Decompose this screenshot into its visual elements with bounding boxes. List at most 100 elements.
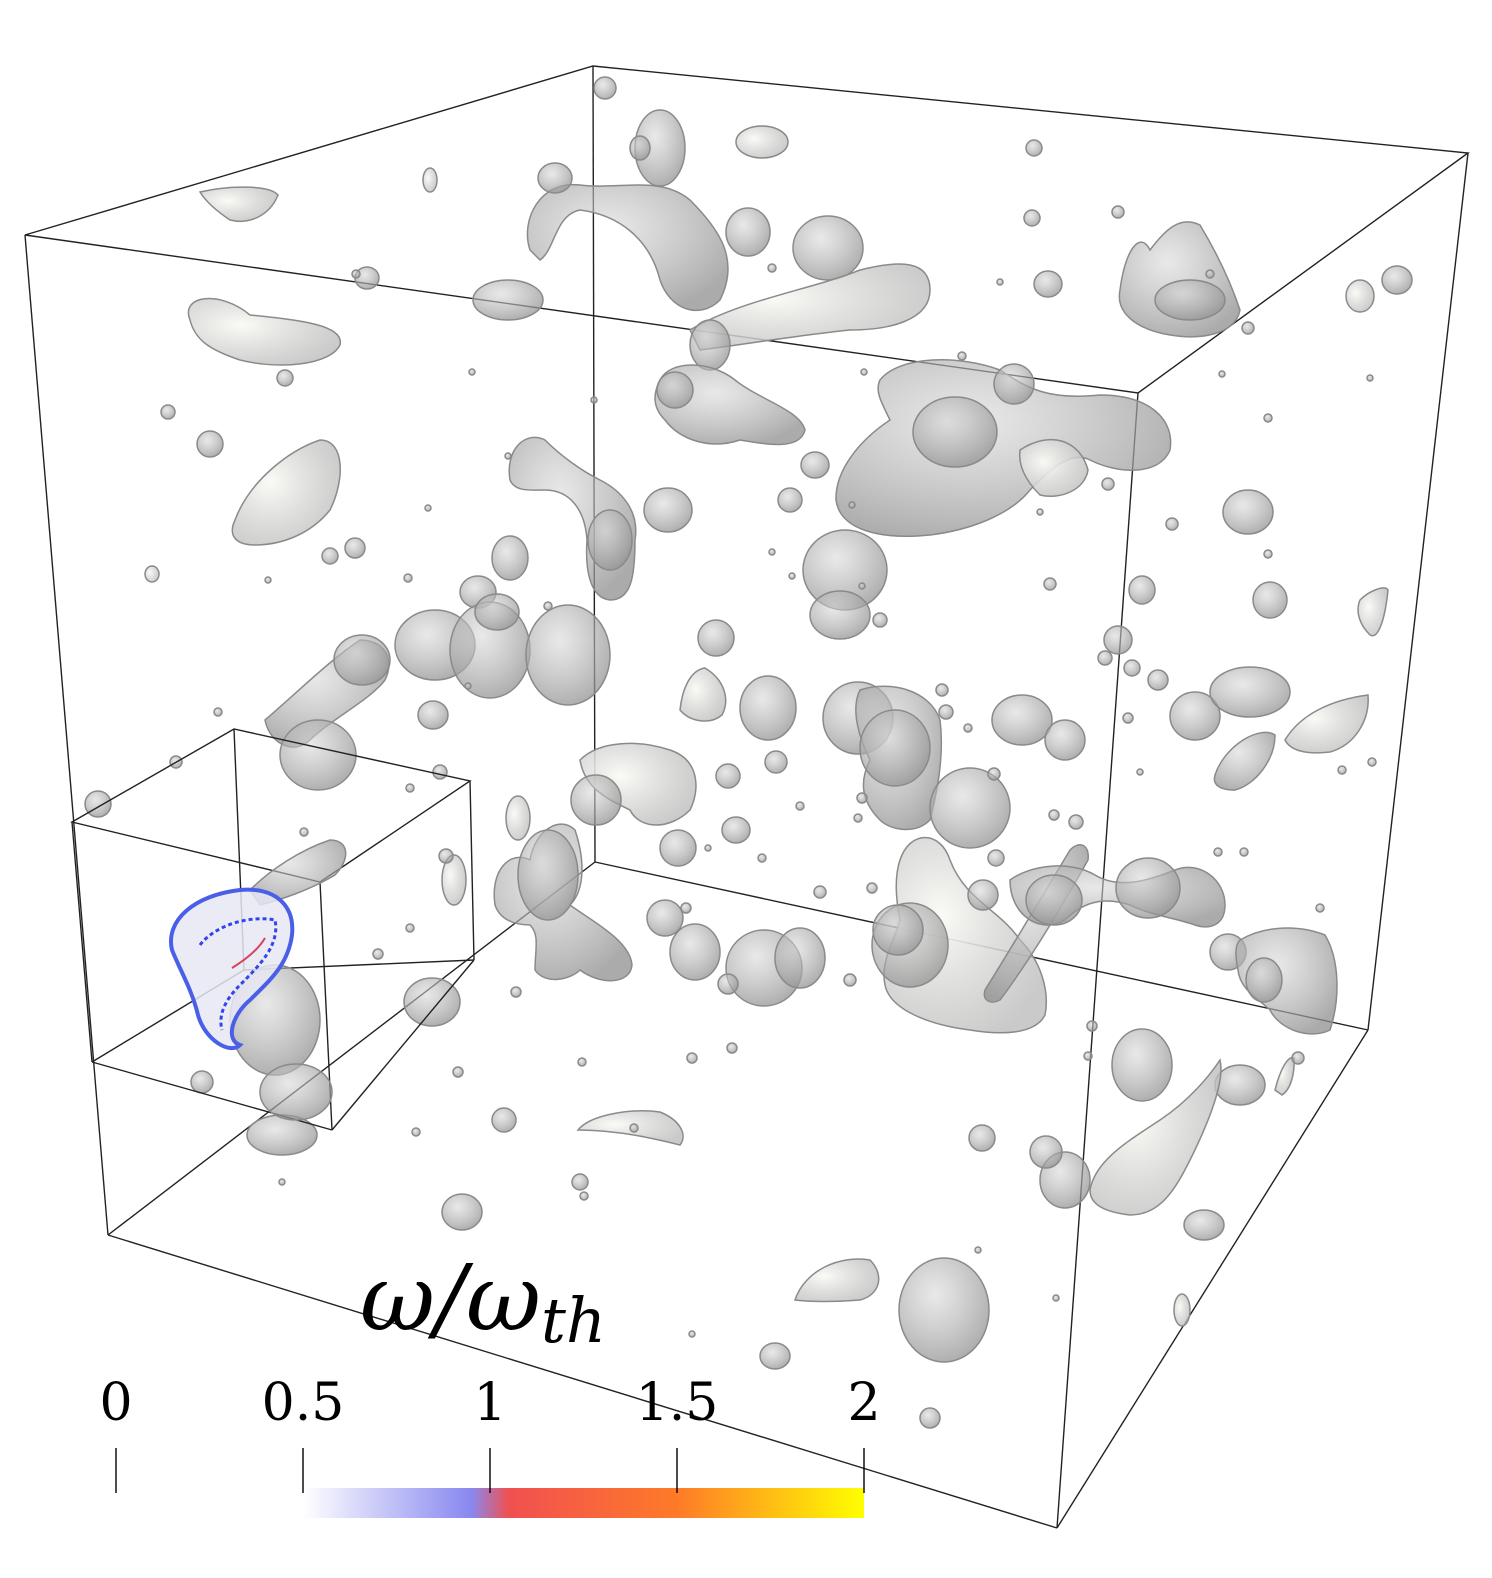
vortex-blob bbox=[1068, 814, 1084, 830]
vortex-blob bbox=[1123, 659, 1141, 677]
inset-vortex-tube bbox=[249, 839, 347, 906]
vortex-blob bbox=[1252, 581, 1288, 619]
vortex-blob bbox=[525, 604, 611, 706]
vortex-blob bbox=[725, 207, 771, 257]
colorbar-tick-label: 2 bbox=[847, 1373, 880, 1433]
vortex-blob bbox=[659, 829, 697, 867]
vortex-blob bbox=[967, 879, 999, 911]
vortex-blob bbox=[441, 854, 467, 906]
vortex-tube bbox=[526, 183, 729, 311]
vortex-blob bbox=[491, 1107, 517, 1133]
vortex-blob bbox=[715, 763, 741, 789]
vortex-blob bbox=[777, 487, 803, 513]
vortex-blob bbox=[912, 396, 998, 468]
vortex-blob bbox=[1018, 439, 1089, 497]
inset-box-edge bbox=[331, 959, 475, 1131]
vortex-blob bbox=[1357, 587, 1389, 637]
vortex-blob bbox=[1213, 731, 1276, 791]
vortex-blob bbox=[1111, 1028, 1173, 1102]
vortex-blob bbox=[800, 451, 830, 479]
vortex-blob bbox=[1183, 1209, 1225, 1241]
small-vortex-droplets bbox=[264, 263, 1377, 1338]
vortex-blob bbox=[432, 764, 448, 780]
inset-box-edge bbox=[71, 821, 93, 1063]
vortex-blob bbox=[441, 1193, 483, 1231]
vortex-blob bbox=[198, 186, 279, 222]
colorbar-tick-label: 0.5 bbox=[262, 1373, 345, 1433]
vortex-blob bbox=[1089, 1058, 1222, 1216]
colorbar-gradient-bar bbox=[303, 1488, 864, 1518]
vortex-blob bbox=[669, 923, 721, 981]
vortex-blob bbox=[792, 215, 864, 281]
vortex-blob bbox=[333, 634, 391, 686]
vortex-blob bbox=[570, 774, 622, 826]
vortex-blob bbox=[929, 767, 1011, 849]
vortex-blob bbox=[898, 1257, 990, 1363]
vortex-blob bbox=[629, 135, 651, 161]
vortex-blob bbox=[474, 593, 520, 631]
inset-box-top-face bbox=[70, 728, 472, 883]
box-edge bbox=[107, 1234, 1058, 1529]
vortex-blob bbox=[246, 1114, 318, 1156]
vortex-blob bbox=[491, 535, 529, 581]
vortex-blob bbox=[843, 973, 857, 987]
vortex-blob bbox=[646, 899, 684, 937]
vortex-blob bbox=[190, 1070, 214, 1094]
vortex-blob bbox=[774, 927, 826, 989]
vortex-blob bbox=[1025, 874, 1083, 926]
vortex-blob bbox=[919, 1407, 941, 1429]
vortex-blob bbox=[231, 439, 341, 546]
vortex-blob bbox=[643, 487, 693, 533]
colorbar-title-subscript: th bbox=[541, 1284, 606, 1357]
colorbar-title-symbol: ω/ω bbox=[360, 1245, 541, 1352]
box-edge bbox=[1056, 392, 1139, 1529]
vortex-blob bbox=[321, 547, 339, 565]
inset-vortex-structure bbox=[169, 839, 347, 1121]
vortex-blob bbox=[1235, 927, 1338, 1035]
vortex-blob bbox=[537, 162, 573, 194]
box-edge-hidden bbox=[107, 861, 596, 1236]
vortex-blob bbox=[1245, 957, 1283, 1003]
vortex-blob bbox=[422, 167, 438, 193]
vortex-blob bbox=[1023, 209, 1041, 227]
vortex-blob bbox=[987, 849, 1005, 867]
vortex-blob bbox=[1097, 650, 1113, 666]
vortex-blob bbox=[1128, 575, 1156, 605]
vortex-blob bbox=[859, 709, 931, 787]
inset-vortex-ring bbox=[169, 887, 295, 1051]
vortex-blob bbox=[697, 619, 735, 657]
vortex-blob bbox=[276, 369, 294, 387]
vortex-blob bbox=[1209, 666, 1291, 718]
vortex-blob bbox=[505, 795, 531, 841]
vortex-blob bbox=[187, 297, 341, 366]
vortex-blob bbox=[279, 719, 357, 791]
vortex-blob bbox=[593, 76, 617, 100]
colorbar-ticks: 0 0.5 1 1.5 2 bbox=[99, 1373, 881, 1493]
vortex-blob bbox=[571, 1173, 589, 1191]
vortex-blob bbox=[1154, 279, 1226, 321]
vortex-blob bbox=[1169, 691, 1221, 741]
vortex-blob bbox=[417, 700, 449, 730]
vortex-blob bbox=[1214, 1064, 1266, 1106]
vortex-blob bbox=[1115, 857, 1181, 919]
vortex-blob bbox=[991, 694, 1053, 746]
vortex-blob bbox=[739, 675, 797, 741]
vortex-blob bbox=[1147, 669, 1169, 691]
box-edge bbox=[24, 234, 109, 1236]
vortex-blob bbox=[872, 904, 924, 956]
vortex-blob bbox=[1029, 1135, 1063, 1169]
vortex-blob bbox=[1284, 694, 1369, 754]
vortex-blob bbox=[1111, 205, 1125, 219]
vortex-blob bbox=[764, 750, 788, 774]
vortex-blob bbox=[1025, 139, 1043, 157]
vortex-blob bbox=[993, 363, 1035, 405]
vortex-blob bbox=[1345, 279, 1375, 313]
inset-box-edge bbox=[469, 780, 475, 961]
vortex-blob bbox=[968, 1124, 996, 1152]
inset-vortex-blob bbox=[259, 1063, 333, 1121]
vortex-blob bbox=[1033, 270, 1063, 298]
vortex-blob bbox=[1222, 489, 1274, 535]
colorbar-tick-label: 1 bbox=[473, 1373, 506, 1433]
vortex-blob bbox=[717, 973, 739, 995]
main-domain-box bbox=[24, 65, 1470, 1529]
